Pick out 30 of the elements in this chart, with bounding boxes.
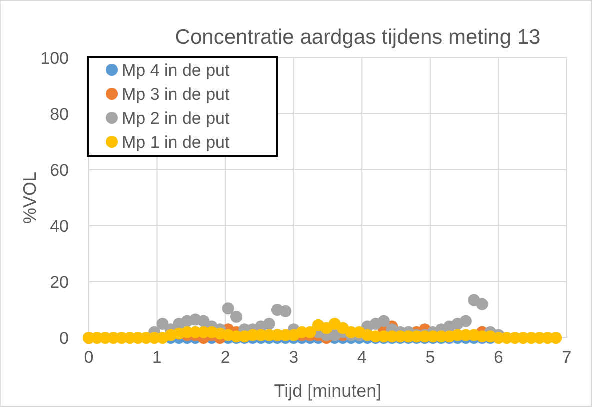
y-tick-label: 60: [50, 160, 69, 180]
point: [476, 298, 488, 310]
legend-label: Mp 4 in de put: [122, 60, 230, 80]
x-tick-label: 1: [152, 348, 162, 367]
x-tick-label: 3: [289, 348, 299, 367]
y-tick-label: 0: [60, 328, 69, 348]
x-tick-label: 2: [220, 348, 230, 367]
point: [156, 318, 169, 330]
point: [280, 305, 292, 318]
legend-label: Mp 3 in de put: [122, 84, 230, 104]
y-tick-label: 40: [50, 216, 69, 236]
legend-label: Mp 1 in de put: [122, 132, 230, 152]
x-tick-label: 0: [84, 348, 94, 367]
point: [460, 315, 472, 328]
point: [378, 315, 390, 328]
x-tick-label: 7: [562, 348, 572, 367]
point: [550, 332, 562, 344]
chart-title: Concentratie aardgas tijdens meting 13: [175, 26, 541, 49]
y-tick-label: 80: [50, 104, 69, 124]
legend-label: Mp 2 in de put: [122, 108, 230, 128]
point: [263, 318, 276, 330]
point: [230, 311, 242, 323]
point: [222, 302, 234, 315]
y-tick-label: 20: [50, 272, 69, 292]
y-axis-title: %VOL: [20, 172, 40, 224]
y-tick-label: 100: [40, 48, 69, 68]
x-tick-label: 6: [494, 348, 504, 367]
x-axis-title: Tijd [minuten]: [274, 381, 382, 401]
x-tick-label: 5: [426, 348, 436, 367]
x-tick-label: 4: [357, 348, 367, 367]
